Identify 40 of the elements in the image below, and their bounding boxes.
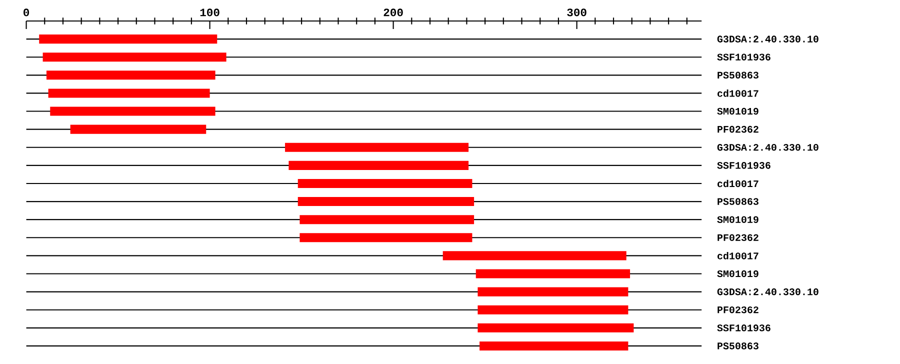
bar bbox=[480, 341, 628, 350]
bar bbox=[70, 124, 206, 134]
bar bbox=[46, 70, 216, 80]
y-tick-label: PS50863 bbox=[718, 342, 758, 350]
bar bbox=[442, 251, 626, 260]
y-tick-label: PS50863 bbox=[718, 72, 758, 79]
bar bbox=[50, 106, 216, 116]
y-tick-label: cd10017 bbox=[718, 180, 758, 188]
y-tick-label: PF02362 bbox=[718, 126, 758, 133]
y-tick-label: G3DSA:2.40.330.10 bbox=[717, 36, 818, 42]
y-tick-label: SM01019 bbox=[717, 108, 758, 115]
y-tick-label: G3DSA:2.40.330.10 bbox=[717, 288, 818, 296]
bar bbox=[48, 88, 210, 98]
y-tick-label: SM01019 bbox=[717, 216, 758, 223]
bar bbox=[39, 34, 218, 44]
bar bbox=[478, 287, 628, 296]
bar bbox=[42, 52, 226, 62]
bar bbox=[285, 142, 469, 152]
bar bbox=[298, 178, 472, 188]
bar bbox=[476, 269, 630, 278]
y-tick-label: cd10017 bbox=[718, 90, 758, 97]
bar bbox=[298, 197, 474, 206]
bar bbox=[300, 233, 472, 242]
y-tick-label: PF02362 bbox=[718, 234, 758, 242]
x-tick-label: 300 bbox=[567, 8, 586, 16]
bar bbox=[478, 323, 634, 332]
x-tick-label: 0 bbox=[24, 8, 30, 16]
y-tick-label: SSF101936 bbox=[717, 54, 770, 60]
y-tick-label: PS50863 bbox=[718, 198, 758, 205]
y-tick-label: SSF101936 bbox=[717, 324, 770, 332]
y-tick-label: SSF101936 bbox=[717, 162, 770, 169]
x-tick-label: 200 bbox=[384, 8, 403, 16]
y-tick-label: SM01019 bbox=[717, 270, 758, 278]
bar bbox=[288, 160, 469, 170]
y-tick-label: cd10017 bbox=[718, 252, 758, 260]
bar bbox=[300, 215, 474, 224]
x-tick-label: 100 bbox=[200, 8, 220, 16]
y-tick-label: PF02362 bbox=[718, 306, 758, 314]
y-tick-label: G3DSA:2.40.330.10 bbox=[717, 144, 818, 151]
bar bbox=[478, 305, 628, 314]
